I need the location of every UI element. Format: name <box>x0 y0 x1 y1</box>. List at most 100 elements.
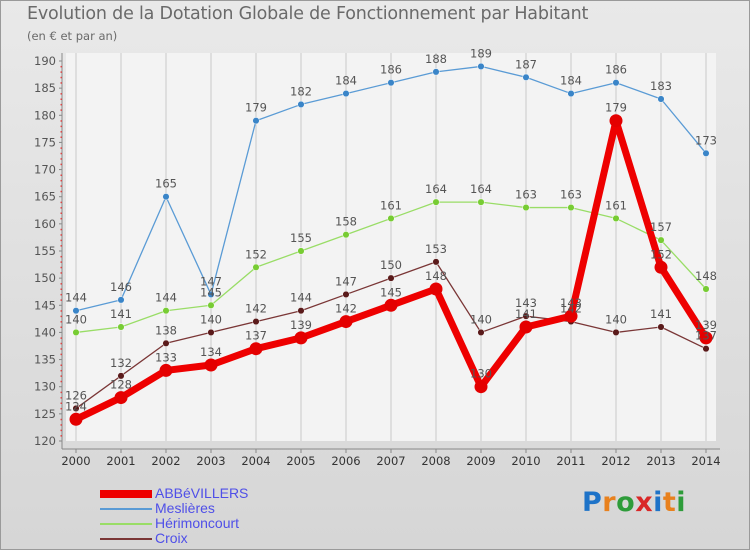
data-point <box>429 282 443 296</box>
legend-swatch <box>100 522 152 525</box>
x-tick-label: 2002 <box>151 454 180 468</box>
data-point <box>477 198 485 206</box>
y-minor-tick <box>60 109 62 111</box>
data-point <box>72 328 80 336</box>
legend-label: ABBéVILLERS <box>155 485 249 501</box>
data-point <box>432 198 440 206</box>
y-minor-tick <box>60 125 62 128</box>
y-minor-tick <box>60 147 62 149</box>
y-minor-tick <box>60 375 62 377</box>
legend-item: Hérimoncourt <box>100 516 248 531</box>
data-point <box>117 323 125 331</box>
data-point <box>294 331 308 345</box>
data-label: 144 <box>290 291 312 305</box>
y-minor-tick <box>60 98 62 100</box>
y-minor-tick <box>60 429 62 432</box>
data-point <box>612 79 620 87</box>
data-point <box>252 263 260 271</box>
data-label: 152 <box>245 247 267 261</box>
data-point <box>297 307 305 315</box>
data-label: 182 <box>290 84 312 98</box>
y-minor-tick <box>60 321 62 323</box>
data-label: 130 <box>470 367 492 381</box>
data-point <box>702 149 710 157</box>
logo-letter: i <box>653 487 663 518</box>
proxiti-logo: Proxiti <box>582 487 686 518</box>
y-minor-tick <box>60 402 62 404</box>
y-minor-tick <box>60 234 62 236</box>
data-label: 141 <box>515 307 537 321</box>
chart-legend: ABBéVILLERS Meslières Hérimoncourt Croix <box>100 486 248 546</box>
data-point <box>564 309 578 323</box>
data-label: 148 <box>425 269 447 283</box>
data-label: 147 <box>200 274 222 288</box>
y-minor-tick <box>60 337 62 339</box>
y-minor-tick <box>60 245 62 247</box>
x-tick-label: 2009 <box>466 454 495 468</box>
y-tick-label: 125 <box>34 407 56 421</box>
data-point <box>162 193 170 201</box>
data-label: 145 <box>380 285 402 299</box>
data-label: 150 <box>380 258 402 272</box>
data-label: 132 <box>110 356 132 370</box>
y-minor-tick <box>60 364 62 366</box>
data-point <box>657 95 665 103</box>
data-label: 134 <box>200 345 222 359</box>
data-label: 142 <box>560 302 582 316</box>
data-point <box>207 290 215 298</box>
x-tick-label: 2001 <box>106 454 135 468</box>
x-tick-label: 2005 <box>286 454 315 468</box>
x-tick-label: 2006 <box>331 454 360 468</box>
data-label: 163 <box>560 188 582 202</box>
logo-letter: x <box>635 487 654 518</box>
x-tick-label: 2004 <box>241 454 270 468</box>
data-label: 153 <box>425 242 447 256</box>
data-label: 140 <box>65 312 87 326</box>
data-label: 142 <box>245 302 267 316</box>
y-minor-tick <box>60 353 62 356</box>
y-minor-tick <box>60 283 62 285</box>
x-tick-label: 2008 <box>421 454 450 468</box>
y-minor-tick <box>60 261 62 263</box>
y-minor-tick <box>60 201 62 204</box>
data-point <box>519 320 533 334</box>
data-label: 188 <box>425 52 447 66</box>
data-point <box>207 301 215 309</box>
y-minor-tick <box>60 212 62 214</box>
y-tick-label: 165 <box>34 190 56 204</box>
y-minor-tick <box>60 288 62 290</box>
data-point <box>567 204 575 212</box>
data-point <box>69 412 83 426</box>
data-point <box>114 391 128 405</box>
data-point <box>654 260 668 274</box>
data-point <box>117 372 125 380</box>
x-tick-label: 2007 <box>376 454 405 468</box>
y-tick-label: 120 <box>34 434 56 448</box>
data-point <box>612 214 620 222</box>
logo-letter: t <box>662 487 677 518</box>
data-label: 137 <box>695 329 717 343</box>
data-label: 139 <box>695 318 717 332</box>
data-point <box>387 79 395 87</box>
data-point <box>432 258 440 266</box>
data-point <box>297 100 305 108</box>
y-minor-tick <box>60 158 62 160</box>
data-point <box>207 328 215 336</box>
logo-letter: r <box>602 487 617 518</box>
data-point <box>477 62 485 70</box>
legend-item: Croix <box>100 531 248 546</box>
data-label: 139 <box>290 318 312 332</box>
data-label: 187 <box>515 57 537 71</box>
data-point <box>477 328 485 336</box>
data-point <box>657 323 665 331</box>
y-minor-tick <box>60 369 62 372</box>
y-minor-tick <box>60 103 62 106</box>
y-minor-tick <box>60 407 62 410</box>
logo-letter: o <box>616 487 636 518</box>
data-label: 144 <box>65 291 87 305</box>
y-tick-label: 150 <box>34 271 56 285</box>
data-label: 145 <box>200 285 222 299</box>
x-tick-label: 2003 <box>196 454 225 468</box>
data-label: 161 <box>380 198 402 212</box>
data-label: 142 <box>335 302 357 316</box>
